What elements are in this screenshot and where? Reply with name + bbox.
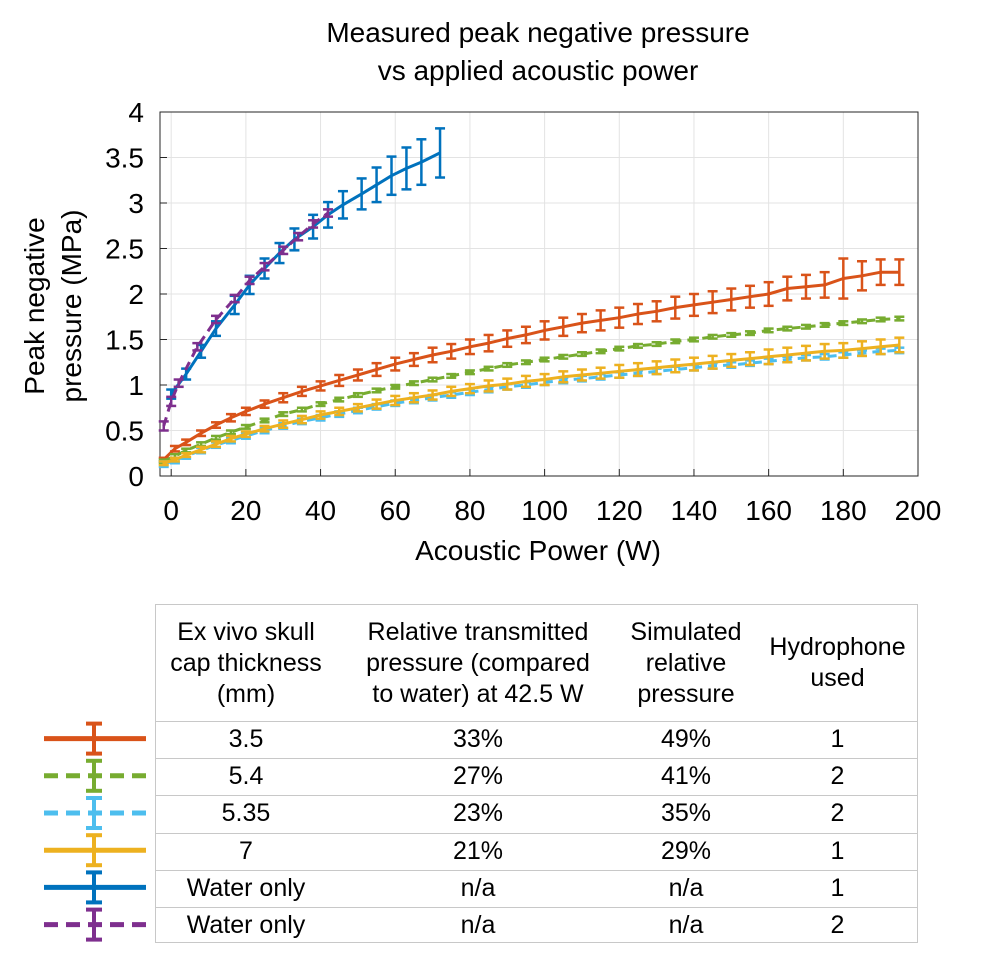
x-tick-label: 0 [163, 495, 179, 526]
y-tick-label: 0 [128, 461, 144, 492]
x-tick-label: 80 [454, 495, 485, 526]
header-hydrophone: Hydrophone used [769, 633, 906, 692]
cell-simulated-pressure: n/a [668, 911, 704, 939]
cell-thickness: Water only [186, 873, 306, 902]
y-axis-label: pressure (MPa) [56, 210, 87, 403]
cell-simulated-pressure: 49% [660, 725, 712, 753]
legend-table: Ex vivo skull cap thickness (mm) Relativ… [155, 604, 918, 943]
cell-simulated-pressure: 41% [660, 762, 712, 791]
cell-hydrophone: 1 [830, 873, 845, 902]
row-divider [156, 907, 917, 908]
legend-sample [44, 721, 146, 756]
x-tick-label: 140 [671, 495, 718, 526]
y-tick-label: 1.5 [105, 325, 144, 356]
series-line [163, 343, 900, 465]
cell-simulated-pressure: 29% [660, 836, 712, 865]
y-tick-label: 4 [128, 97, 144, 128]
cell-hydrophone: 1 [830, 836, 845, 865]
legend-sample [44, 758, 146, 793]
row-divider [156, 758, 917, 760]
y-tick-label: 3 [128, 188, 144, 219]
x-tick-label: 120 [596, 495, 643, 526]
series-line [162, 270, 900, 461]
cell-relative-pressure: 23% [452, 799, 504, 828]
y-tick-label: 1 [128, 370, 144, 401]
y-tick-label: 2 [128, 279, 144, 310]
cell-thickness: 3.5 [228, 725, 264, 753]
legend-sample [44, 870, 146, 905]
cell-relative-pressure: n/a [460, 873, 496, 902]
chart-title: Measured peak negative pressure [326, 17, 749, 48]
legend-sample [44, 796, 146, 830]
row-divider [156, 721, 917, 722]
header-thickness: Ex vivo skull cap thickness (mm) [170, 617, 322, 708]
legend-sample [44, 907, 146, 942]
row-divider [156, 795, 917, 797]
x-tick-label: 160 [745, 495, 792, 526]
legend-line-samples [44, 721, 146, 942]
cell-thickness: 5.4 [228, 762, 264, 791]
cell-hydrophone: 1 [830, 725, 845, 753]
legend-sample [44, 833, 146, 868]
y-axis-label: Peak negative [19, 217, 50, 394]
header-simulated-pressure: Simulated relative pressure [630, 617, 742, 708]
x-tick-label: 60 [380, 495, 411, 526]
row-divider [156, 869, 917, 871]
cell-thickness: 7 [239, 836, 253, 865]
chart-area: 0 20 40 60 80 100 120 140 160 180 200 0 0.5 1 1.5 2 2.5 3… [19, 17, 942, 566]
chart-title: vs applied acoustic power [378, 55, 699, 86]
cell-thickness: 5.35 [221, 799, 271, 828]
x-axis-label: Acoustic Power (W) [415, 535, 661, 566]
y-tick-label: 2.5 [105, 234, 144, 265]
series-line [163, 348, 900, 466]
cell-relative-pressure: 21% [452, 836, 504, 865]
cell-simulated-pressure: 35% [660, 799, 712, 828]
x-tick-label: 200 [895, 495, 942, 526]
x-tick-label: 20 [230, 495, 261, 526]
row-divider [156, 832, 917, 834]
y-tick-label: 0.5 [105, 416, 144, 447]
cell-relative-pressure: 27% [452, 762, 504, 791]
x-tick-label: 100 [521, 495, 568, 526]
cell-thickness: Water only [186, 911, 306, 939]
x-tick-label: 180 [820, 495, 867, 526]
y-tick-label: 3.5 [105, 143, 144, 174]
x-tick-label: 40 [305, 495, 336, 526]
cell-relative-pressure: n/a [460, 911, 496, 939]
cell-relative-pressure: 33% [452, 725, 504, 753]
header-relative-pressure: Relative transmitted pressure (compared … [366, 617, 590, 708]
cell-simulated-pressure: n/a [668, 873, 704, 902]
cell-hydrophone: 2 [830, 762, 845, 791]
cell-hydrophone: 2 [830, 799, 845, 828]
cell-hydrophone: 2 [830, 911, 845, 939]
